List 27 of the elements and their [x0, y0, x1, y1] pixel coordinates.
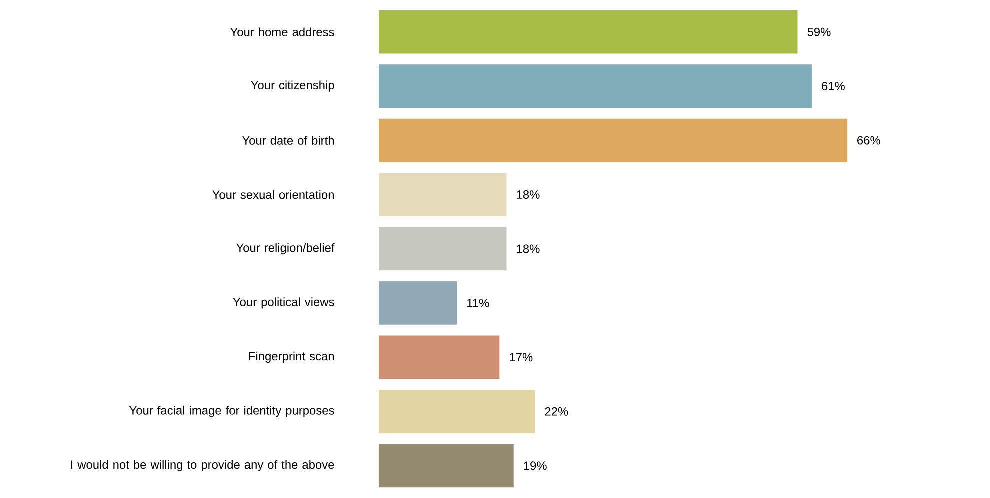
data-label: 18% [517, 190, 540, 199]
y-tick-label: Your political views [233, 298, 334, 309]
data-label: 11% [468, 299, 490, 308]
bar [379, 227, 507, 271]
data-label: 59% [808, 28, 831, 36]
y-tick-label: Your sexual orientation [212, 190, 334, 200]
data-label: 66% [858, 136, 880, 145]
bar [379, 173, 507, 216]
bar [379, 10, 798, 54]
bar [379, 336, 500, 380]
y-tick-label: Your home address [230, 28, 334, 36]
y-tick-label: Your date of birth [242, 136, 334, 145]
bar [379, 282, 458, 325]
data-label: 22% [545, 407, 568, 416]
bar [379, 390, 536, 434]
bar [379, 118, 848, 162]
y-tick-label: Your facial image for identity purposes [130, 406, 334, 418]
data-label: 17% [510, 353, 533, 362]
y-tick-label: Fingerprint scan [249, 352, 334, 364]
bar [379, 444, 514, 488]
y-tick-label: Your religion/belief [236, 243, 335, 255]
data-label: 18% [517, 244, 540, 254]
y-tick-label: I would not be willing to provide any of the above [71, 460, 334, 472]
data-label: 61% [822, 82, 845, 91]
y-tick-label: Your citizenship [251, 80, 334, 92]
data-label: 19% [524, 462, 547, 470]
bar [379, 64, 812, 108]
